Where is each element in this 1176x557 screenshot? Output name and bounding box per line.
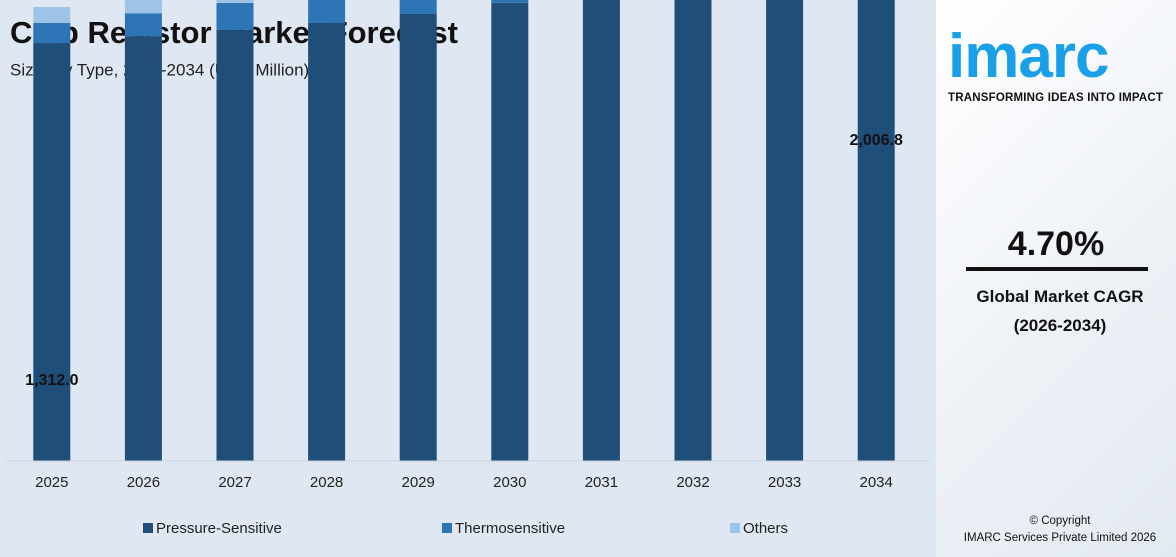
- bar-segment: [766, 0, 804, 462]
- total-label: 1,312.0: [25, 372, 78, 389]
- tagline: TRANSFORMING IDEAS INTO IMPACT: [948, 92, 1164, 104]
- legend-swatch: [730, 523, 740, 533]
- bar-segment: [124, 36, 162, 461]
- legend-swatch: [143, 523, 153, 533]
- cagr-label: Global Market CAGR: [976, 287, 1144, 306]
- x-tick-label: 2029: [402, 474, 435, 491]
- x-tick-label: 2027: [218, 474, 251, 491]
- x-tick-label: 2030: [493, 474, 526, 491]
- bar-segment: [308, 0, 346, 23]
- total-label: 2,006.8: [850, 132, 903, 149]
- x-tick-label: 2031: [585, 474, 618, 491]
- sidebar: imarc TRANSFORMING IDEAS INTO IMPACT 4.7…: [936, 0, 1176, 557]
- bar-segment: [491, 2, 529, 462]
- cagr-value: 4.70%: [1007, 225, 1105, 263]
- x-tick-label: 2028: [310, 474, 343, 491]
- bar-segment: [582, 0, 620, 462]
- copyright: © Copyright: [1029, 515, 1091, 527]
- x-tick-label: 2025: [35, 474, 68, 491]
- legend-label: Pressure-Sensitive: [156, 520, 282, 537]
- bar-segment: [216, 2, 254, 30]
- bar-segment: [124, 0, 162, 14]
- x-tick-label: 2032: [676, 474, 709, 491]
- bar-segment: [308, 22, 346, 462]
- x-tick-label: 2034: [860, 474, 893, 491]
- bar-segment: [491, 0, 529, 3]
- bar-segment: [216, 29, 254, 461]
- legend-label: Thermosensitive: [455, 520, 565, 537]
- bar-segment: [857, 0, 895, 461]
- bar-segment: [33, 22, 71, 44]
- bar-segment: [399, 0, 437, 14]
- legend-swatch: [442, 523, 452, 533]
- bar-segment: [216, 0, 254, 3]
- chart: Chip Resistor Market Forecast Size, By T…: [6, 0, 930, 537]
- x-tick-label: 2026: [127, 474, 160, 491]
- logo: imarc: [948, 22, 1109, 91]
- copyright-owner: IMARC Services Private Limited 2026: [963, 532, 1157, 544]
- cagr-period: (2026-2034): [1013, 316, 1107, 335]
- bar-segment: [33, 43, 71, 461]
- bar-segment: [674, 0, 712, 462]
- bar-segment: [399, 13, 437, 462]
- bar-segment: [124, 13, 162, 37]
- bar-segment: [33, 7, 71, 23]
- legend-label: Others: [743, 520, 788, 537]
- x-tick-label: 2033: [768, 474, 801, 491]
- divider: [966, 267, 1148, 271]
